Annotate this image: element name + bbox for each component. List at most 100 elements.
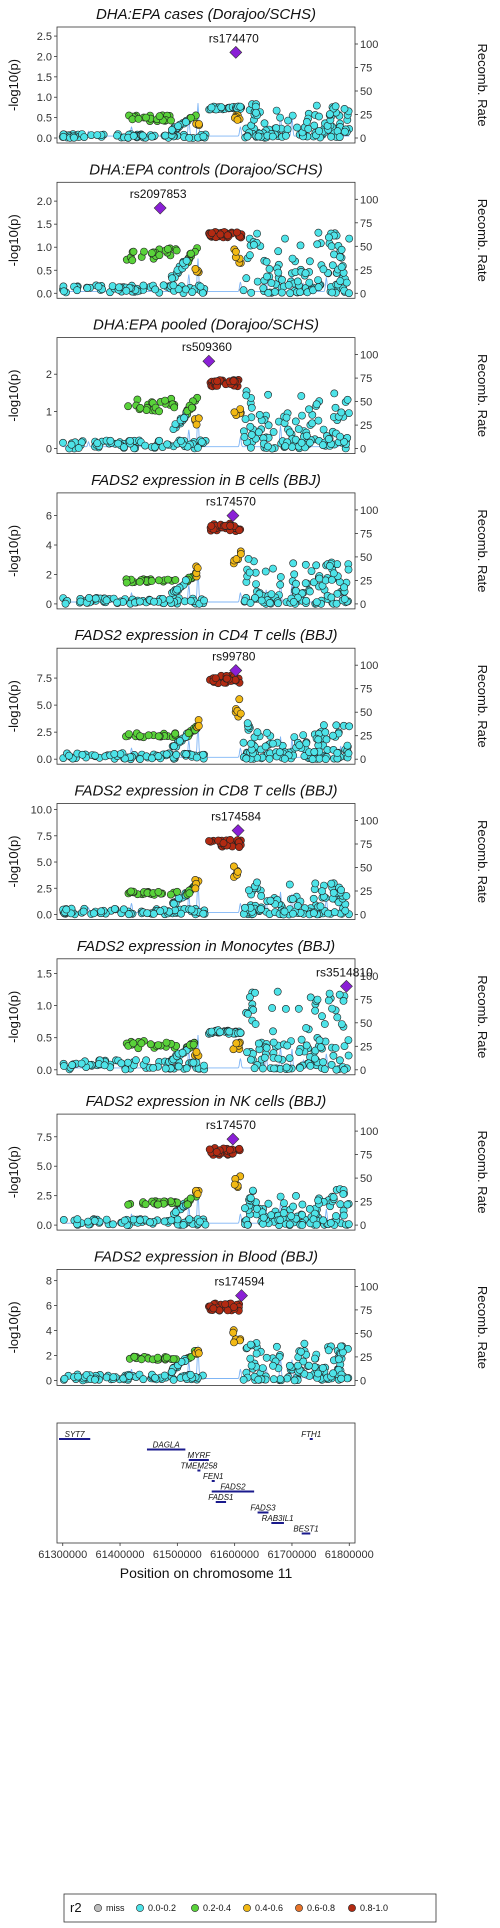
y-tick-label: 5.0: [37, 857, 52, 869]
snp-point: [217, 103, 226, 112]
snp-point: [336, 253, 344, 261]
snp-point: [280, 907, 289, 916]
snp-point: [207, 229, 216, 237]
snp-point: [251, 594, 259, 602]
snp-point: [129, 247, 138, 256]
snp-point: [345, 234, 354, 243]
snp-point: [136, 755, 144, 763]
snp-point: [266, 896, 275, 905]
y2-tick-label: 100: [360, 816, 378, 828]
snp-point: [297, 1347, 305, 1356]
snp-point: [153, 1353, 162, 1362]
snp-point: [188, 288, 197, 296]
snp-point: [283, 1041, 292, 1050]
plot-frame: [56, 803, 356, 920]
snp-point: [246, 1354, 255, 1363]
snp-point: [327, 593, 336, 602]
snp-point: [315, 1036, 324, 1045]
snp-point: [314, 283, 323, 292]
snp-point: [243, 1048, 251, 1057]
y2-tick-label: 25: [360, 1041, 372, 1053]
snp-point: [330, 908, 339, 917]
snp-point: [221, 1300, 230, 1309]
y2-tick-label: 25: [360, 1197, 372, 1209]
y-tick-label: 6: [46, 511, 52, 523]
snp-point: [185, 133, 194, 142]
snp-point: [285, 1054, 294, 1062]
y2-tick-label: 100: [360, 350, 378, 362]
snp-point: [289, 598, 298, 606]
snp-point: [332, 1065, 341, 1074]
snp-point: [269, 1361, 277, 1370]
y2-tick-label: 100: [360, 1126, 378, 1138]
snp-point: [328, 261, 337, 270]
snp-point: [229, 862, 238, 871]
snp-point: [144, 731, 153, 740]
panel-title: FADS2 expression in Blood (BBJ): [94, 1248, 318, 1265]
y2-tick-label: 0: [360, 599, 366, 611]
snp-point: [246, 1055, 255, 1064]
snp-point: [342, 892, 351, 900]
snp-point: [119, 905, 128, 914]
snp-point: [243, 132, 252, 141]
plot-frame: [56, 958, 356, 1076]
snp-point: [247, 739, 255, 748]
snp-point: [305, 257, 314, 266]
snp-point: [294, 425, 303, 433]
snp-point: [344, 1051, 353, 1060]
snp-point: [340, 1065, 349, 1074]
snp-point: [244, 555, 253, 563]
snp-point: [274, 599, 282, 608]
snp-point: [70, 133, 78, 142]
y2-tick-label: 25: [360, 420, 372, 432]
snp-point: [327, 879, 336, 888]
snp-point: [186, 1370, 195, 1379]
snp-point: [162, 1038, 171, 1047]
snp-point: [194, 120, 203, 128]
snp-point: [262, 1044, 271, 1052]
snp-point: [85, 594, 93, 602]
snp-point: [289, 559, 298, 568]
snp-point: [243, 719, 252, 728]
snp-point: [185, 1215, 194, 1224]
snp-point: [65, 751, 73, 760]
snp-point: [154, 1200, 162, 1209]
snp-point: [207, 522, 216, 530]
locus-panel: DHA:EPA controls (Dorajoo/SCHS) 0.0 0.5 1.0…: [6, 161, 490, 300]
legend-swatch: [94, 1904, 102, 1912]
snp-point: [298, 1200, 307, 1209]
snp-point: [320, 1065, 329, 1074]
snp-point: [261, 567, 270, 576]
snp-point: [194, 1349, 203, 1358]
snp-point: [163, 440, 172, 449]
y-tick-label: 1.0: [37, 1001, 52, 1013]
snp-point: [336, 277, 345, 285]
snp-point: [273, 987, 282, 996]
snp-point: [61, 599, 70, 608]
snp-point: [162, 750, 171, 759]
snp-point: [276, 113, 284, 122]
snp-point: [276, 1216, 285, 1224]
snp-point: [141, 1200, 150, 1209]
snp-point: [325, 989, 334, 998]
snp-point: [59, 132, 68, 141]
y2-tick-label: 25: [360, 886, 372, 898]
locus-panel: FADS2 expression in Blood (BBJ) 0 2 4 6 8 -log…: [6, 1248, 490, 1387]
y-tick-label: 0.0: [37, 1220, 52, 1232]
snp-point: [286, 289, 294, 298]
snp-point: [329, 1193, 338, 1202]
snp-point: [333, 749, 342, 757]
y-tick-label: 1.0: [37, 92, 52, 104]
snp-point: [59, 1216, 68, 1224]
x-tick-label: 61300000: [38, 1549, 87, 1561]
snp-point: [264, 421, 273, 430]
y2-tick-label: 0: [360, 1220, 366, 1232]
snp-point: [67, 440, 76, 449]
snp-point: [165, 595, 174, 604]
snp-point: [332, 721, 341, 730]
snp-point: [293, 901, 302, 910]
snp-point: [193, 564, 202, 572]
snp-point: [239, 1375, 248, 1384]
snp-point: [268, 132, 277, 141]
y2-axis-label: Recomb. Rate: [475, 1286, 490, 1369]
